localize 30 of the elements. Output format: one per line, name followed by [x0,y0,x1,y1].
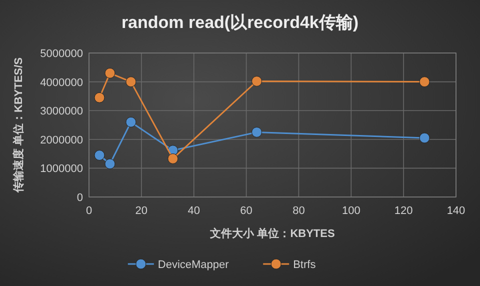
legend-label: DeviceMapper [158,259,230,271]
x-tick-label: 60 [240,205,252,217]
point [252,126,262,138]
y-tick-label: 3000000 [40,106,83,118]
x-tick-label: 80 [292,205,305,217]
y-tick-label: 5000000 [40,48,83,60]
y-tick-label: 0 [76,192,83,204]
point [94,150,105,160]
point [126,116,136,128]
y-axis-title: 传输速度 单位：KBYTES/S [12,57,25,194]
point [419,76,430,88]
point [419,132,430,144]
y-tick-label: 1000000 [40,163,83,176]
y-tick-label: 4000000 [40,76,83,89]
x-tick-label: 40 [188,205,200,217]
point [126,76,136,88]
legend-label: Btrfs [293,259,316,271]
point [168,153,178,164]
chart-title: random read(以record4k传输) [121,13,359,32]
x-axis-title: 文件大小 单位：KBYTES [209,227,335,240]
point [104,158,116,170]
x-tick-label: 120 [394,205,413,217]
point [104,68,116,78]
point [252,76,262,86]
point [94,92,105,103]
x-tick-label: 0 [86,205,92,217]
x-tick-label: 20 [135,205,148,217]
y-tick-label: 2000000 [40,134,83,146]
x-tick-label: 100 [342,205,360,217]
x-tick-label: 140 [446,205,466,217]
